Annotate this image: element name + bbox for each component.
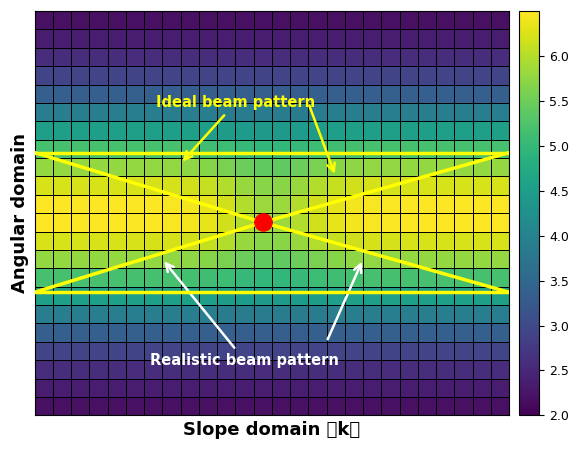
Text: Realistic beam pattern: Realistic beam pattern [150,264,339,368]
X-axis label: Slope domain （k）: Slope domain （k） [183,421,360,439]
Point [258,219,267,226]
Y-axis label: Angular domain: Angular domain [11,133,29,293]
Text: Ideal beam pattern: Ideal beam pattern [156,95,315,159]
